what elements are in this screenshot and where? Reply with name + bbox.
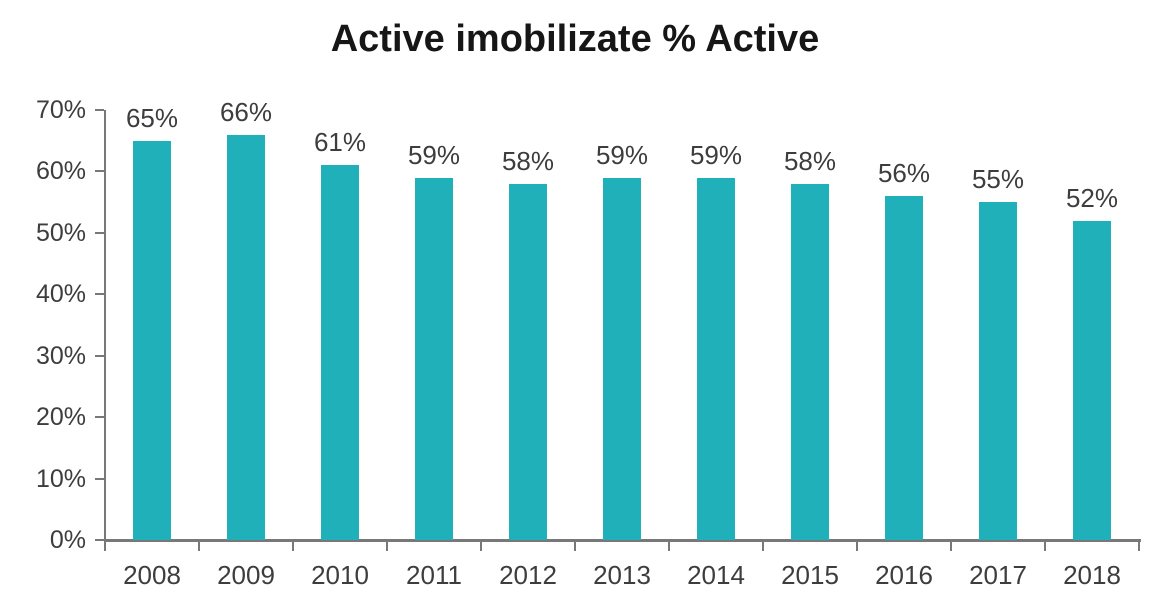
y-axis-label: 10%	[35, 464, 86, 493]
x-axis-label: 2017	[969, 560, 1027, 590]
y-axis-tick	[95, 231, 104, 234]
x-axis-label: 2012	[499, 560, 557, 590]
x-axis-label: 2018	[1063, 560, 1121, 590]
x-axis-tick	[480, 542, 482, 551]
y-axis-tick	[95, 539, 104, 541]
y-axis-label: 40%	[35, 280, 86, 309]
x-axis-label: 2009	[217, 560, 275, 590]
x-axis-label: 2013	[593, 560, 651, 590]
y-axis-tick	[95, 109, 104, 111]
x-axis-label: 2016	[875, 560, 933, 590]
y-axis-line	[104, 110, 106, 539]
x-axis-label: 2011	[406, 560, 462, 590]
x-axis-tick	[292, 542, 294, 551]
y-axis-label: 30%	[35, 341, 86, 370]
y-axis-tick	[95, 416, 104, 419]
y-axis-label: 0%	[49, 526, 86, 554]
x-axis-line	[104, 539, 1141, 542]
x-axis-label: 2014	[687, 560, 745, 590]
x-axis-tick	[762, 542, 764, 551]
x-axis-tick	[198, 542, 200, 551]
data-label: 58%	[501, 145, 555, 176]
data-label: 52%	[1065, 182, 1119, 213]
bar-2016	[885, 196, 923, 540]
x-axis-tick	[574, 542, 576, 551]
bar-2009	[227, 134, 265, 540]
bar-2008	[133, 140, 171, 540]
x-axis-tick	[104, 542, 106, 551]
data-label: 55%	[971, 164, 1025, 195]
x-axis-tick	[1138, 542, 1140, 551]
y-axis-tick	[95, 170, 104, 173]
y-axis-tick	[95, 293, 104, 296]
data-label: 66%	[219, 96, 273, 127]
x-axis-tick	[668, 542, 670, 551]
bar-2017	[979, 202, 1017, 540]
bar-2012	[509, 183, 547, 540]
bar-2013	[603, 177, 641, 540]
chart-title: Active imobilizate % Active	[330, 18, 820, 60]
x-axis-tick	[386, 542, 388, 551]
y-axis-label: 60%	[35, 157, 86, 186]
x-axis-tick	[950, 542, 952, 551]
y-axis-tick	[95, 477, 104, 480]
bar-2015	[791, 183, 829, 540]
data-label: 59%	[689, 139, 743, 170]
bar-2010	[321, 165, 359, 540]
x-axis-label: 2008	[123, 560, 181, 590]
x-axis-tick	[1044, 542, 1046, 551]
x-axis-tick	[856, 542, 858, 551]
bar-2011	[415, 177, 453, 540]
y-axis-label: 70%	[35, 96, 86, 124]
data-label: 65%	[125, 102, 179, 133]
data-label: 58%	[783, 145, 837, 176]
y-axis-label: 50%	[35, 218, 86, 247]
data-label: 56%	[877, 158, 931, 188]
bar-2014	[697, 177, 735, 540]
y-axis-label: 20%	[35, 403, 86, 432]
data-label: 61%	[313, 127, 367, 158]
data-label: 59%	[595, 139, 649, 170]
y-axis-tick	[95, 354, 104, 357]
x-axis-label: 2015	[781, 560, 839, 590]
bar-2018	[1073, 220, 1111, 540]
x-axis-label: 2010	[311, 560, 369, 590]
data-label: 59%	[407, 139, 461, 170]
